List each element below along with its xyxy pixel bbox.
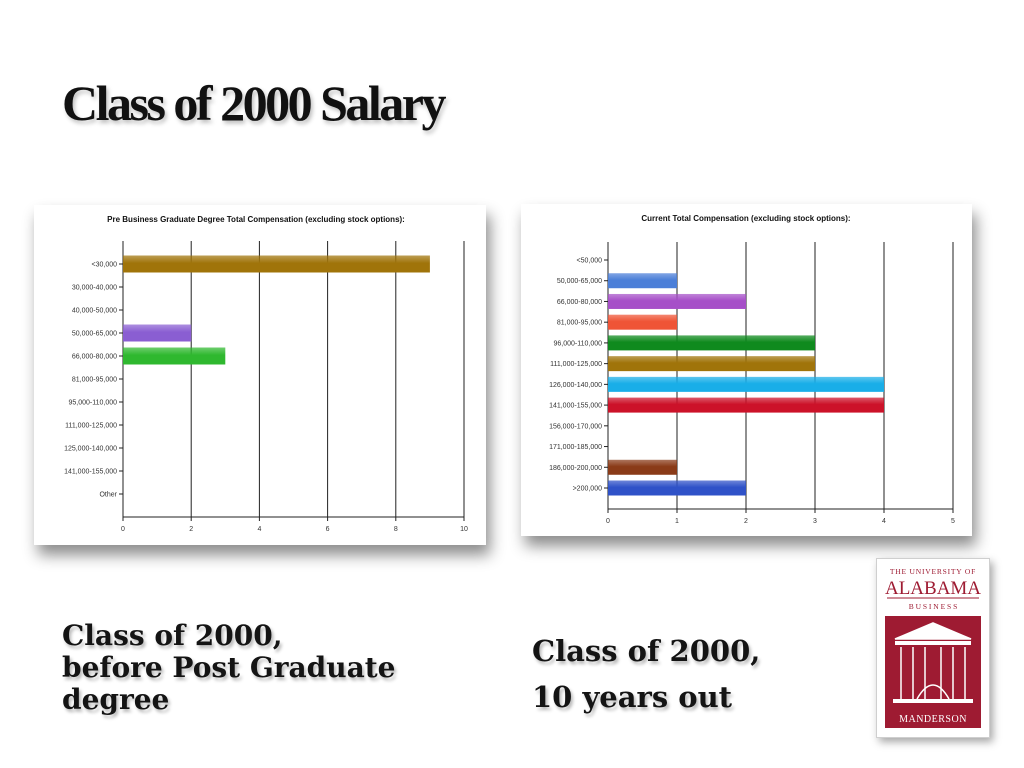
chart2-title: Current Total Compensation (excluding st… xyxy=(641,214,850,223)
chart1-category-label: 50,000-65,000 xyxy=(72,331,117,338)
chart1-category-label: 111,000-125,000 xyxy=(65,423,117,430)
chart1-category-label: Other xyxy=(99,492,117,499)
chart1-x-tick-label: 4 xyxy=(257,526,261,533)
slide-title: Class of 2000 Salary xyxy=(62,75,446,131)
chart1-bar xyxy=(123,255,430,273)
chart2-x-tick-label: 2 xyxy=(744,518,748,525)
chart2-category-label: 156,000-170,000 xyxy=(549,423,602,430)
chart1-bar xyxy=(123,324,192,342)
caption-left-line-1: Class of 2000, xyxy=(62,619,283,652)
chart1-category-label: 40,000-50,000 xyxy=(72,308,117,315)
caption-left-line-3: degree xyxy=(62,683,170,716)
chart2-category-label: 50,000-65,000 xyxy=(557,278,602,285)
caption-right-line-1: Class of 2000, xyxy=(532,634,761,668)
chart2-x-tick-label: 3 xyxy=(813,518,817,525)
chart2-bar xyxy=(608,335,815,351)
chart2-bar xyxy=(608,356,815,372)
chart2-bar xyxy=(608,459,677,475)
chart2-category-label: 186,000-200,000 xyxy=(549,465,602,472)
logo-graphic: THE UNIVERSITY OF ALABAMA B U S I N E S … xyxy=(885,567,981,728)
chart1-category-label: 141,000-155,000 xyxy=(64,469,117,476)
chart1-title: Pre Business Graduate Degree Total Compe… xyxy=(107,215,405,224)
chart2-category-label: >200,000 xyxy=(573,486,602,493)
chart1-x-tick-label: 2 xyxy=(189,526,193,533)
chart1-x-tick-label: 8 xyxy=(394,526,398,533)
chart2-bar xyxy=(608,376,884,392)
chart1-category-label: 95,000-110,000 xyxy=(68,400,117,407)
chart1-category-label: 66,000-80,000 xyxy=(72,354,117,361)
chart1-x-tick-label: 6 xyxy=(326,526,330,533)
chart2-x-tick-label: 0 xyxy=(606,518,610,525)
chart2-category-label: 81,000-95,000 xyxy=(557,320,602,327)
caption-left: Class of 2000, before Post Graduate degr… xyxy=(62,620,395,716)
caption-right-line-2: 10 years out xyxy=(532,680,733,714)
caption-left-line-2: before Post Graduate xyxy=(62,651,396,684)
logo-name: ALABAMA xyxy=(885,578,981,599)
chart-current-compensation: Current Total Compensation (excluding st… xyxy=(521,204,972,536)
chart2-category-label: 96,000-110,000 xyxy=(553,340,602,347)
chart2-category-label: 141,000-155,000 xyxy=(549,403,602,410)
chart1-category-label: 81,000-95,000 xyxy=(72,377,117,384)
university-logo: THE UNIVERSITY OF ALABAMA B U S I N E S … xyxy=(876,558,990,738)
chart-pre-graduate-compensation: Pre Business Graduate Degree Total Compe… xyxy=(34,205,486,545)
logo-sub: B U S I N E S S xyxy=(909,602,958,611)
chart2-category-label: 111,000-125,000 xyxy=(550,361,602,368)
chart1-x-tick-label: 0 xyxy=(121,526,125,533)
chart2-category-label: 126,000-140,000 xyxy=(549,382,602,389)
caption-right: Class of 2000, 10 years out xyxy=(532,628,760,720)
chart1-svg: Pre Business Graduate Degree Total Compe… xyxy=(64,215,468,533)
chart2-category-label: 66,000-80,000 xyxy=(557,299,602,306)
chart2-bar xyxy=(608,314,677,330)
chart2-bar xyxy=(608,480,746,496)
chart1-category-label: <30,000 xyxy=(92,262,118,269)
chart1-category-label: 30,000-40,000 xyxy=(72,285,117,292)
chart1-category-label: 125,000-140,000 xyxy=(64,446,117,453)
chart2-category-label: 171,000-185,000 xyxy=(549,444,602,451)
chart2-bar xyxy=(608,293,746,309)
chart1-bar xyxy=(123,347,226,365)
chart2-x-tick-label: 4 xyxy=(882,518,886,525)
logo-top-text: THE UNIVERSITY OF xyxy=(890,567,976,576)
chart2-bar xyxy=(608,273,677,289)
building-icon xyxy=(893,622,973,703)
chart2-x-tick-label: 1 xyxy=(675,518,679,525)
logo-bottom: MANDERSON xyxy=(899,714,967,725)
chart2-svg: Current Total Compensation (excluding st… xyxy=(549,214,955,525)
chart2-x-tick-label: 5 xyxy=(951,518,955,525)
chart2-category-label: <50,000 xyxy=(577,258,603,265)
chart2-bar xyxy=(608,397,884,413)
chart1-x-tick-label: 10 xyxy=(460,526,468,533)
